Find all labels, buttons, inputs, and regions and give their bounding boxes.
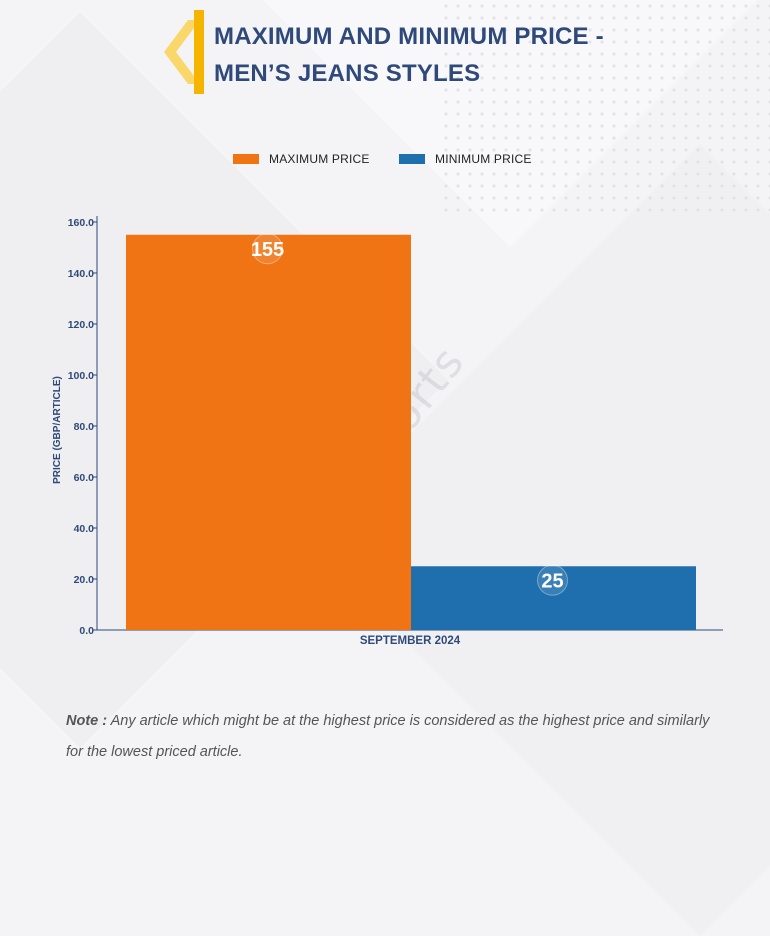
page-title: MAXIMUM AND MINIMUM PRICE - MEN’S JEANS …: [214, 18, 604, 92]
legend-item-minimum: MINIMUM PRICE: [399, 152, 532, 166]
y-axis-label: PRICE (GBP/ARTICLE): [52, 376, 63, 484]
y-tick-label: 0.0: [79, 625, 94, 637]
y-tick-label: 60.0: [74, 472, 95, 484]
data-label: 155: [251, 239, 284, 261]
legend-item-maximum: MAXIMUM PRICE: [233, 152, 370, 166]
y-tick-label: 140.0: [68, 268, 94, 280]
bar-maximum-price: [126, 234, 411, 630]
y-tick-label: 160.0: [68, 217, 94, 229]
title-block: MAXIMUM AND MINIMUM PRICE - MEN’S JEANS …: [162, 8, 622, 98]
y-tick-label: 80.0: [74, 421, 95, 433]
y-tick-label: 120.0: [68, 319, 94, 331]
footnote-text: Any article which might be at the highes…: [66, 713, 710, 760]
y-tick-label: 40.0: [74, 523, 95, 535]
background-dot-pattern: [440, 0, 770, 220]
data-label-badge: [537, 564, 568, 596]
legend-label-minimum: MINIMUM PRICE: [435, 152, 532, 166]
x-tick-label: SEPTEMBER 2024: [360, 635, 461, 647]
bar-minimum-price: [411, 566, 696, 630]
y-tick-label: 20.0: [74, 574, 95, 586]
y-tick-label: 100.0: [68, 370, 94, 382]
title-accent-bar: [194, 10, 204, 94]
legend-swatch-minimum: [399, 154, 425, 164]
data-label-badge: [252, 233, 283, 265]
data-label: 25: [541, 570, 563, 592]
title-line-2: MEN’S JEANS STYLES: [214, 60, 481, 87]
legend-swatch-maximum: [233, 154, 259, 164]
legend-label-maximum: MAXIMUM PRICE: [269, 152, 370, 166]
chevron-left-icon: [164, 20, 200, 84]
bar-chart: 0.0 20.0 40.0 60.0 80.0 100.0 120.0 140.0 160.0 P…: [52, 216, 723, 647]
footnote: Note : Any article which might be at the…: [66, 706, 726, 768]
footnote-prefix: Note :: [66, 713, 108, 729]
title-line-1: MAXIMUM AND MINIMUM PRICE -: [214, 23, 604, 50]
